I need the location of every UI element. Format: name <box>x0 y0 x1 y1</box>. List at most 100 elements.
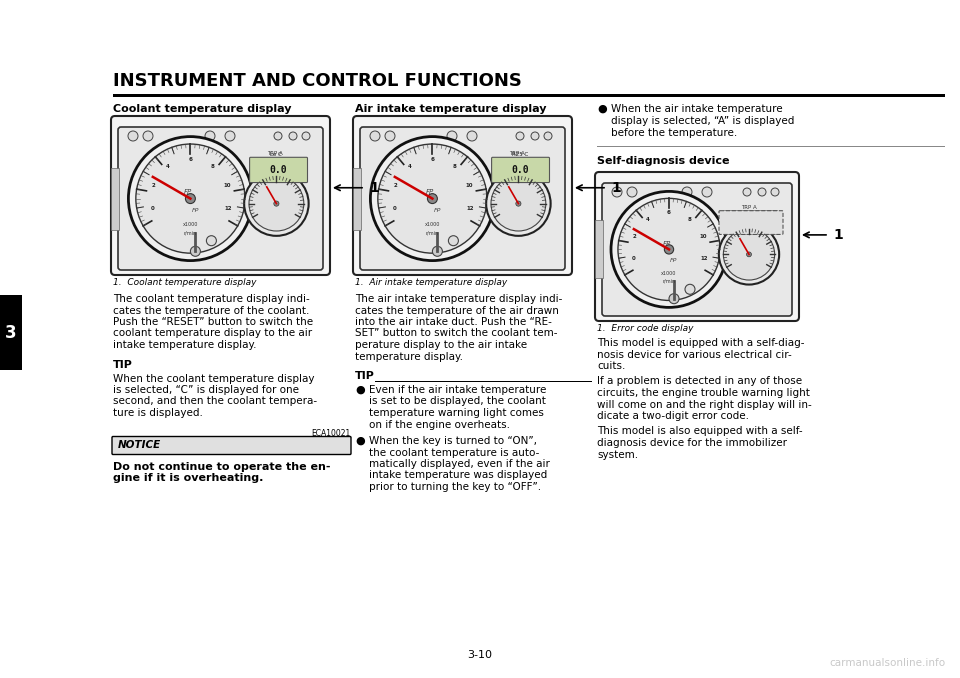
Text: matically displayed, even if the air: matically displayed, even if the air <box>369 459 550 469</box>
Text: TRP A: TRP A <box>740 205 756 210</box>
Text: is set to be displayed, the coolant: is set to be displayed, the coolant <box>369 397 546 407</box>
Text: before the temperature.: before the temperature. <box>611 128 737 138</box>
FancyBboxPatch shape <box>492 157 549 182</box>
Circle shape <box>385 131 395 141</box>
Text: 4: 4 <box>646 217 650 222</box>
Text: This model is also equipped with a self-: This model is also equipped with a self- <box>597 426 803 437</box>
Bar <box>597 146 945 147</box>
Text: cates the temperature of the coolant.: cates the temperature of the coolant. <box>113 306 309 315</box>
Text: FP: FP <box>192 209 199 214</box>
Circle shape <box>432 246 443 256</box>
Text: Self-diagnosis device: Self-diagnosis device <box>597 156 730 166</box>
Text: 3-10: 3-10 <box>468 650 492 660</box>
Text: nosis device for various electrical cir-: nosis device for various electrical cir- <box>597 349 792 359</box>
Circle shape <box>467 131 477 141</box>
Text: coolant temperature display to the air: coolant temperature display to the air <box>113 329 312 338</box>
Bar <box>595 220 603 279</box>
Text: 0: 0 <box>151 206 155 212</box>
Circle shape <box>244 172 309 236</box>
Circle shape <box>206 236 216 245</box>
Text: system.: system. <box>597 450 638 460</box>
Text: 8: 8 <box>453 164 457 169</box>
Text: the coolant temperature is auto-: the coolant temperature is auto- <box>369 447 540 458</box>
Text: ●: ● <box>597 104 607 114</box>
Text: 8: 8 <box>688 217 692 222</box>
Text: temperature display.: temperature display. <box>355 351 463 361</box>
Text: on if the engine overheats.: on if the engine overheats. <box>369 420 510 429</box>
FancyBboxPatch shape <box>595 172 799 321</box>
Bar <box>375 381 592 382</box>
Bar <box>353 167 361 230</box>
Text: x1000: x1000 <box>182 222 198 227</box>
FancyBboxPatch shape <box>111 116 330 275</box>
Circle shape <box>719 224 780 285</box>
Text: temperature warning light comes: temperature warning light comes <box>369 408 544 418</box>
Text: Do not continue to operate the en-: Do not continue to operate the en- <box>113 462 330 471</box>
Text: When the air intake temperature: When the air intake temperature <box>611 104 782 114</box>
FancyBboxPatch shape <box>360 127 565 270</box>
Text: 12: 12 <box>467 206 474 212</box>
Text: into the air intake duct. Push the “RE-: into the air intake duct. Push the “RE- <box>355 317 552 327</box>
Circle shape <box>743 188 751 196</box>
Text: ECA10021: ECA10021 <box>311 429 350 439</box>
Text: 10: 10 <box>224 183 230 188</box>
Circle shape <box>448 236 459 245</box>
Text: 0.0: 0.0 <box>512 165 529 175</box>
Circle shape <box>618 199 720 300</box>
Circle shape <box>516 201 521 206</box>
Circle shape <box>682 187 692 197</box>
Text: 0.0: 0.0 <box>270 165 287 175</box>
Circle shape <box>185 194 196 203</box>
Text: FP: FP <box>670 258 678 264</box>
Circle shape <box>274 132 282 140</box>
Text: FP: FP <box>426 189 435 195</box>
Circle shape <box>516 132 524 140</box>
Circle shape <box>531 132 539 140</box>
Text: 1.  Error code display: 1. Error code display <box>597 324 693 333</box>
Text: 10: 10 <box>700 235 708 239</box>
Text: 2: 2 <box>394 183 397 188</box>
Text: 2: 2 <box>633 235 636 239</box>
FancyBboxPatch shape <box>724 211 778 235</box>
Text: 8: 8 <box>211 164 215 169</box>
FancyBboxPatch shape <box>250 157 307 182</box>
Text: Coolant temperature display: Coolant temperature display <box>113 104 292 114</box>
Circle shape <box>427 194 438 203</box>
Text: If a problem is detected in any of those: If a problem is detected in any of those <box>597 376 803 386</box>
Text: dicate a two-digit error code.: dicate a two-digit error code. <box>597 411 749 421</box>
Circle shape <box>135 144 245 253</box>
Text: FP: FP <box>184 189 193 195</box>
Bar <box>113 94 945 96</box>
Circle shape <box>702 187 712 197</box>
Circle shape <box>249 176 303 231</box>
Text: Lo C: Lo C <box>270 153 282 157</box>
Text: intake temperature was displayed: intake temperature was displayed <box>369 471 547 481</box>
Text: 1.  Air intake temperature display: 1. Air intake temperature display <box>355 278 507 287</box>
Circle shape <box>370 131 380 141</box>
Circle shape <box>190 246 201 256</box>
Circle shape <box>612 187 622 197</box>
Text: 1: 1 <box>369 181 379 195</box>
Text: ●: ● <box>355 436 365 446</box>
Text: 12: 12 <box>225 206 232 212</box>
Text: cuits.: cuits. <box>597 361 625 371</box>
Bar <box>0 295 22 370</box>
FancyBboxPatch shape <box>118 127 323 270</box>
Text: Air intake temperature display: Air intake temperature display <box>355 104 546 114</box>
Text: 4: 4 <box>166 164 170 169</box>
Circle shape <box>486 172 551 236</box>
Text: 12: 12 <box>701 256 708 261</box>
Bar <box>113 454 350 456</box>
FancyBboxPatch shape <box>602 183 792 316</box>
Text: FP: FP <box>434 209 441 214</box>
Text: ture is displayed.: ture is displayed. <box>113 408 203 418</box>
Circle shape <box>685 284 695 294</box>
Text: Push the “RESET” button to switch the: Push the “RESET” button to switch the <box>113 317 313 327</box>
Text: When the coolant temperature display: When the coolant temperature display <box>113 374 315 384</box>
Circle shape <box>225 131 235 141</box>
Text: 6: 6 <box>430 157 434 162</box>
Text: Even if the air intake temperature: Even if the air intake temperature <box>369 385 546 395</box>
Text: display is selected, “A” is displayed: display is selected, “A” is displayed <box>611 116 794 126</box>
Bar <box>111 167 119 230</box>
Text: TRP A: TRP A <box>268 151 283 157</box>
